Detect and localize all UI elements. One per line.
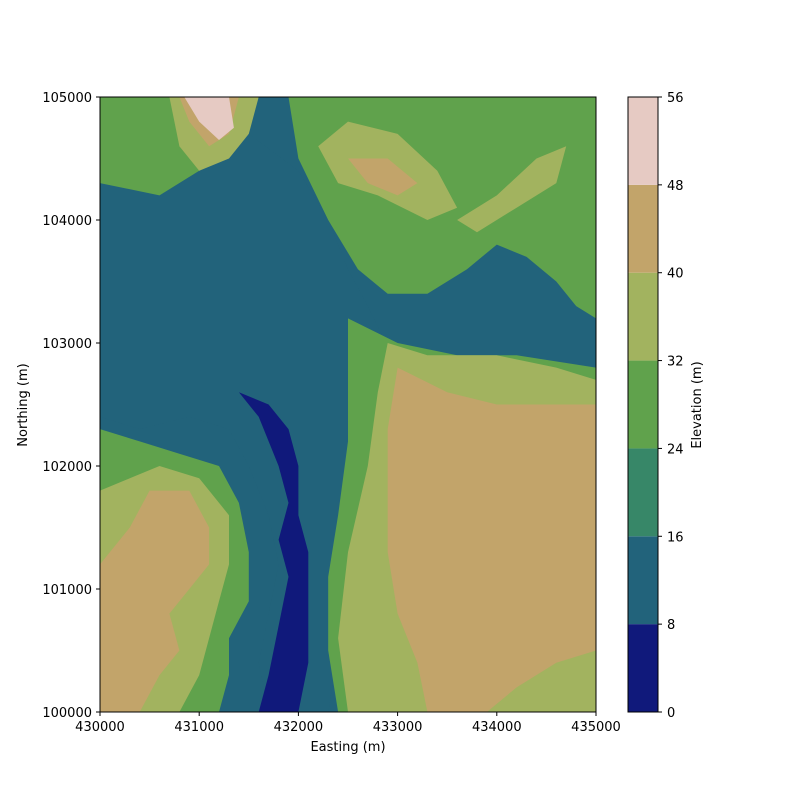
x-axis-ticks: 430000 431000 432000 433000 434000 435000 — [75, 712, 621, 735]
colorbar-tick-label: 8 — [667, 618, 675, 633]
colorbar-band — [628, 272, 658, 361]
x-axis-title: Easting (m) — [310, 740, 385, 755]
colorbar — [627, 96, 659, 713]
x-tick-label: 433000 — [373, 720, 423, 735]
x-tick-label: 431000 — [174, 720, 224, 735]
colorbar-frame — [627, 96, 659, 713]
colorbar-tick-label: 48 — [667, 179, 684, 194]
x-tick-label: 430000 — [75, 720, 125, 735]
colorbar-band — [628, 97, 658, 185]
colorbar-band — [628, 624, 658, 712]
colorbar-tick-label: 56 — [667, 91, 684, 106]
colorbar-band — [628, 360, 658, 449]
plot-frame — [99, 96, 597, 713]
colorbar-ticks: 0 8 16 24 32 40 48 56 — [658, 91, 684, 721]
colorbar-tick-label: 24 — [667, 442, 684, 457]
contour-region-8 — [100, 490, 210, 712]
colorbar-tick-label: 32 — [667, 355, 684, 370]
x-tick-label: 435000 — [571, 720, 621, 735]
y-tick-label: 105000 — [42, 91, 92, 106]
y-tick-label: 104000 — [42, 214, 92, 229]
x-tick-label: 432000 — [274, 720, 324, 735]
colorbar-band — [628, 448, 658, 537]
colorbar-band — [628, 536, 658, 625]
colorbar-band — [628, 184, 658, 273]
y-tick-label: 103000 — [42, 337, 92, 352]
contour-layer — [100, 97, 596, 712]
contour-region-15 — [238, 392, 309, 712]
contour-region-13 — [348, 158, 418, 196]
y-tick-label: 102000 — [42, 460, 92, 475]
colorbar-tick-label: 0 — [667, 706, 675, 721]
x-tick-label: 434000 — [472, 720, 522, 735]
y-tick-label: 101000 — [42, 583, 92, 598]
y-axis-title: Northing (m) — [16, 363, 31, 446]
contour-region-11 — [184, 97, 234, 140]
contour-region-14 — [457, 146, 567, 233]
y-tick-label: 100000 — [42, 706, 92, 721]
contour-region-5 — [387, 367, 596, 712]
plot-area — [99, 96, 597, 713]
colorbar-tick-label: 40 — [667, 267, 684, 282]
y-axis-ticks: 100000 101000 102000 103000 104000 105000 — [42, 91, 100, 721]
colorbar-title: Elevation (m) — [690, 361, 705, 448]
colorbar-tick-label: 16 — [667, 530, 684, 545]
